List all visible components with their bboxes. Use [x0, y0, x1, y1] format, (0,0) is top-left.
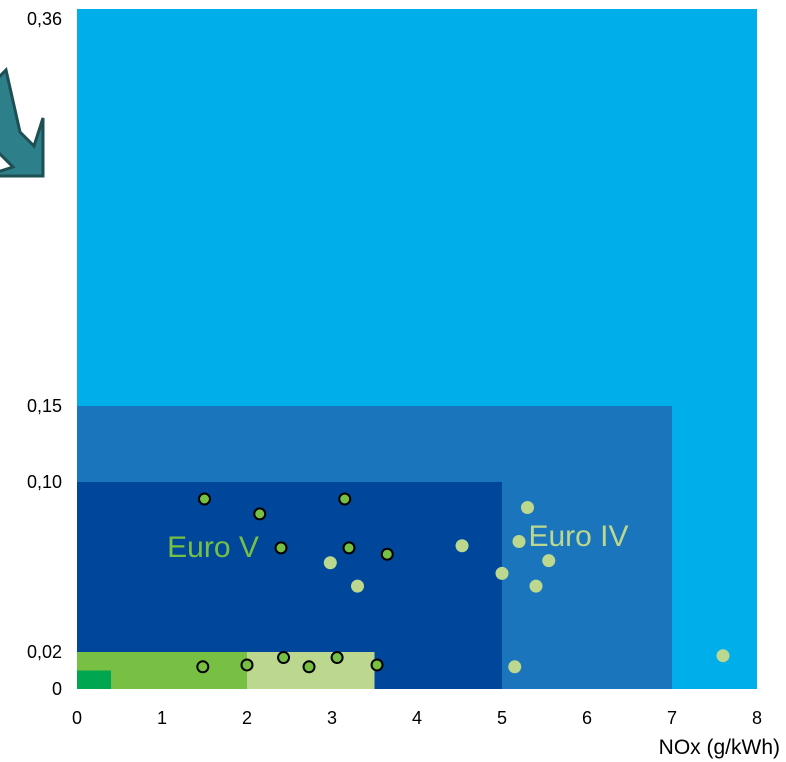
arrow-shape: [0, 67, 45, 178]
data-point: [370, 658, 384, 672]
data-point: [542, 554, 556, 568]
data-point: [380, 547, 394, 561]
data-point: [330, 651, 344, 665]
x-tick-label: 5: [497, 708, 507, 728]
x-tick-label: 2: [242, 708, 252, 728]
data-point: [521, 501, 534, 514]
data-point: [716, 649, 730, 663]
y-axis-ticks: 0 0,02 0,10 0,15 0,36: [27, 9, 62, 699]
data-point: [240, 658, 254, 672]
limit-regions: [77, 9, 757, 689]
y-tick-label: 0,36: [27, 9, 62, 29]
data-point: [323, 556, 337, 570]
x-axis-title: NOx (g/kWh): [659, 736, 780, 759]
data-point: [253, 507, 267, 521]
data-point: [455, 539, 469, 553]
data-point: [512, 535, 526, 548]
data-point: [351, 579, 364, 593]
data-point: [277, 651, 291, 665]
y-tick-label: 0: [52, 679, 62, 699]
x-tick-label: 0: [72, 708, 82, 728]
data-point: [508, 660, 522, 674]
region-label-0: Euro V: [167, 531, 259, 564]
x-tick-label: 1: [157, 708, 167, 728]
x-tick-label: 6: [582, 708, 592, 728]
x-tick-label: 8: [752, 708, 762, 728]
data-point: [529, 579, 543, 593]
x-tick-label: 4: [412, 708, 422, 728]
data-point: [198, 492, 211, 506]
region-label-1: Euro IV: [528, 520, 628, 553]
data-point: [342, 541, 356, 555]
y-tick-label: 0,02: [27, 642, 62, 662]
limit-region-5: [77, 670, 111, 689]
y-tick-label: 0,10: [27, 472, 62, 492]
data-point: [495, 566, 509, 580]
y-tick-label: 0,15: [27, 396, 62, 416]
region-labels: Euro V Euro IV: [167, 520, 628, 564]
x-axis-ticks: 0 1 2 3 4 5 6 7 8: [72, 708, 762, 728]
x-tick-label: 7: [667, 708, 677, 728]
data-point: [338, 492, 352, 506]
data-point: [274, 541, 288, 555]
data-point: [302, 660, 316, 674]
data-point: [196, 660, 210, 674]
data-points: [196, 492, 730, 674]
down-right-arrow-icon: [0, 67, 45, 178]
x-tick-label: 3: [327, 708, 337, 728]
